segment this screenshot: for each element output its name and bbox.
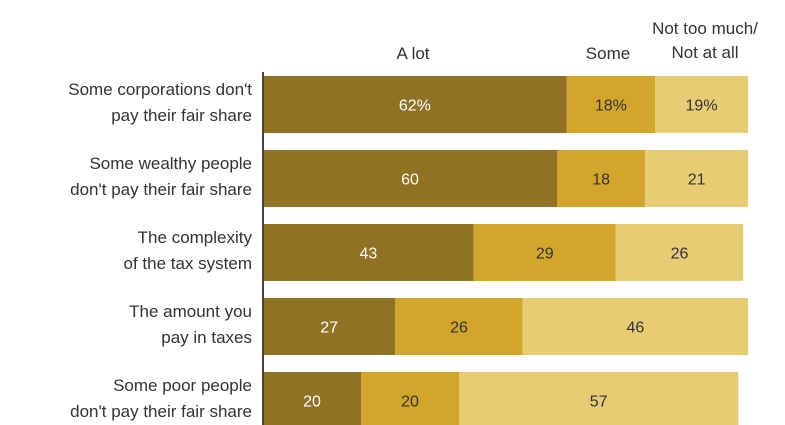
bar-segment-not-too-much: [615, 224, 744, 281]
legend-not-too-much-line-1: Not too much/: [652, 19, 758, 38]
category-label: Some wealthy people don't pay their fair…: [0, 151, 252, 203]
category-label-line: Some poor people: [113, 376, 252, 395]
category-label: The complexity of the tax system: [0, 225, 253, 277]
category-label-line: The complexity: [137, 228, 252, 247]
data-label-not-too-much: 26: [671, 246, 689, 263]
data-label-a-lot: 43: [359, 246, 377, 263]
bar-segment-not-too-much: [645, 150, 749, 207]
bar-segment-a-lot: [263, 372, 361, 425]
bar-segment-a-lot: [263, 298, 396, 355]
category-label-line: The amount you: [129, 302, 252, 321]
category-label-line: don't pay their fair share: [70, 180, 252, 199]
category-label-line: pay their fair share: [111, 106, 252, 125]
bar-segment-not-too-much: [655, 76, 749, 133]
legend-a-lot: A lot: [396, 44, 430, 63]
bar-segment-a-lot: [263, 76, 567, 133]
category-label-line: Some corporations don't: [68, 80, 252, 99]
data-label-some: 26: [450, 320, 468, 337]
category-label: Some corporations don't pay their fair s…: [0, 77, 252, 129]
legend-not-too-much-line-2: Not at all: [671, 43, 739, 62]
category-label: Some poor people don't pay their fair sh…: [0, 373, 252, 425]
data-label-not-too-much: 57: [590, 394, 608, 411]
category-label-line: Some wealthy people: [89, 154, 252, 173]
data-label-not-too-much: 46: [627, 320, 645, 337]
category-label-line: pay in taxes: [161, 328, 252, 347]
data-label-some: 29: [536, 246, 554, 263]
legend-some: Some: [585, 44, 631, 63]
bar-segment-some: [566, 76, 655, 133]
bar-segment-a-lot: [263, 224, 474, 281]
data-label-not-too-much: 21: [688, 172, 706, 189]
category-axis-line: [262, 72, 264, 425]
category-label-line: don't pay their fair share: [70, 402, 252, 421]
data-label-a-lot: 27: [320, 320, 338, 337]
bar-segment-some: [361, 372, 459, 425]
data-label-a-lot: 60: [401, 172, 419, 189]
data-label-some: 20: [401, 394, 419, 411]
bar-segment-not-too-much: [522, 298, 749, 355]
data-label-a-lot: 20: [303, 394, 321, 411]
category-label-line: of the tax system: [123, 254, 253, 273]
data-label-some: 18: [592, 172, 610, 189]
bar-segment-not-too-much: [459, 372, 739, 425]
category-label: The amount you pay in taxes: [0, 299, 252, 351]
bar-segment-some: [557, 150, 646, 207]
data-label-some: 18%: [595, 98, 627, 115]
data-label-a-lot: 62%: [399, 98, 431, 115]
legend-not-too-much: Not too much/ Not at all: [640, 17, 770, 65]
bar-segment-a-lot: [263, 150, 557, 207]
bar-segment-some: [473, 224, 616, 281]
bar-segment-some: [395, 298, 523, 355]
data-label-not-too-much: 19%: [686, 98, 718, 115]
